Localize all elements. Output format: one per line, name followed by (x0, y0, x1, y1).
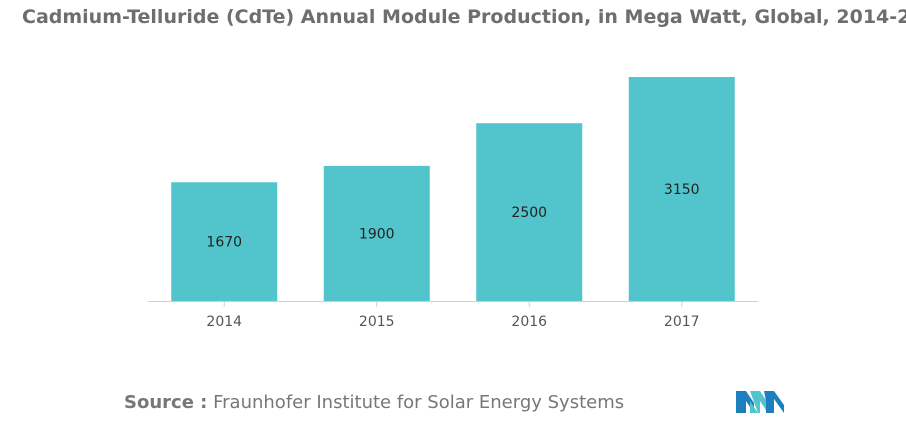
x-tick-label-2016: 2016 (511, 314, 547, 330)
bar-2016 (476, 123, 583, 301)
x-axis-ticks: 2014 2015 2016 2017 (206, 302, 700, 330)
data-label-2014: 1670 (206, 235, 242, 251)
bar-2017 (628, 77, 735, 301)
data-label-2015: 1900 (359, 226, 395, 242)
data-labels: 1670 1900 2500 3150 (206, 182, 699, 251)
data-label-2016: 2500 (511, 205, 547, 221)
x-tick-label-2015: 2015 (359, 314, 395, 330)
bar-2014 (171, 182, 278, 301)
chart-title: Cadmium-Telluride (CdTe) Annual Module P… (22, 6, 906, 28)
data-label-2017: 3150 (664, 182, 700, 198)
source-text: Fraunhofer Institute for Solar Energy Sy… (213, 392, 625, 413)
mordor-logo-icon (736, 391, 784, 413)
x-tick-label-2014: 2014 (206, 314, 242, 330)
bars-layer (171, 77, 735, 301)
bar-2015 (323, 165, 430, 301)
source-line: Source : Fraunhofer Institute for Solar … (124, 392, 624, 413)
source-label: Source : (124, 392, 208, 413)
x-tick-label-2017: 2017 (664, 314, 700, 330)
